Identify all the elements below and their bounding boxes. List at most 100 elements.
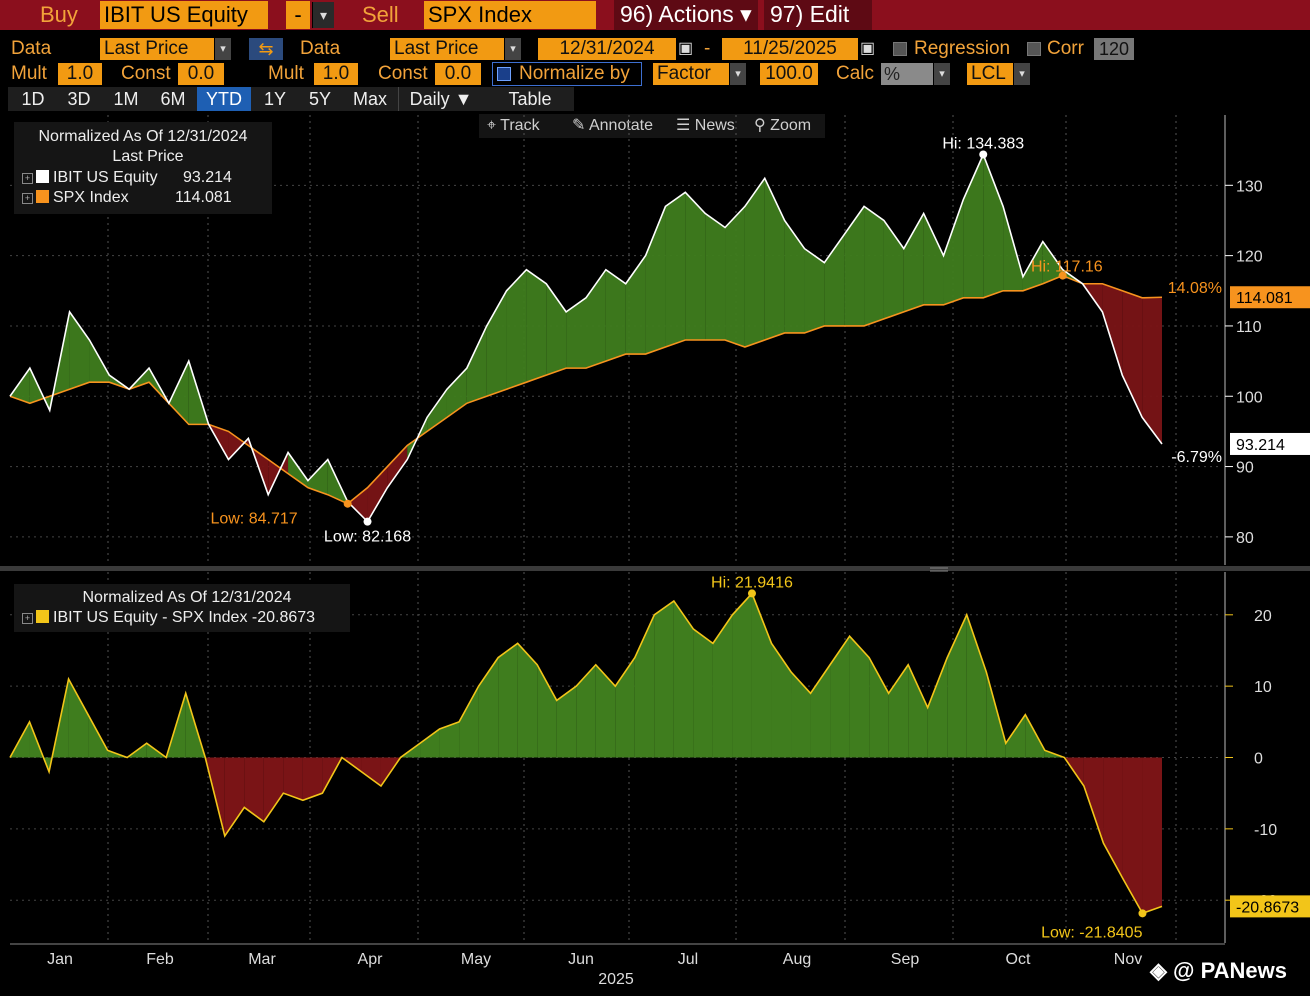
diff-fill — [88, 714, 108, 758]
diff-fill — [459, 686, 479, 758]
spread-fill — [784, 220, 805, 333]
spread-fill — [506, 269, 527, 390]
pencil-icon: ✎ — [572, 117, 589, 134]
buy-ticker-input[interactable]: IBIT US Equity — [100, 1, 268, 29]
ibit-high-dot — [979, 150, 988, 159]
panel-divider — [0, 566, 1310, 571]
track-tool[interactable]: ⌖ Track — [487, 115, 540, 137]
expand-icon[interactable]: + — [22, 193, 33, 204]
top-legend — [14, 122, 272, 214]
spread-fill — [69, 311, 90, 390]
diff-fill — [517, 643, 538, 758]
operator-dropdown-icon[interactable]: ▾ — [312, 2, 334, 28]
annotate-tool[interactable]: ✎ Annotate — [572, 115, 653, 137]
spx-low-dot — [343, 499, 352, 508]
legend-swatch — [36, 610, 49, 623]
sell-ticker-input[interactable]: SPX Index — [424, 1, 596, 29]
actions-menu[interactable]: 96) Actions ▾ — [614, 0, 758, 30]
diff-fill — [420, 728, 440, 758]
ibit-low-label: Low: 82.168 — [324, 529, 411, 546]
spread-fill — [1003, 206, 1023, 291]
spread-fill — [864, 206, 884, 326]
normalize-checkbox[interactable] — [497, 67, 511, 81]
normalize-dropdown-icon[interactable]: ▾ — [730, 63, 746, 85]
spread-fill — [685, 192, 706, 340]
tab-5y[interactable]: 5Y — [308, 89, 332, 109]
legend-row-spread[interactable]: + IBIT US Equity - SPX Index -20.8673 — [22, 609, 315, 627]
spx-high-dot — [1058, 271, 1067, 280]
corr-checkbox[interactable] — [1027, 42, 1041, 56]
start-calendar-icon[interactable]: ▣ — [678, 40, 694, 57]
tab-3d[interactable]: 3D — [67, 89, 91, 109]
mult1-input[interactable]: 1.0 — [58, 63, 102, 85]
diff-fill — [1103, 757, 1123, 879]
currency-select[interactable]: LCL — [967, 63, 1013, 85]
diff-fill — [439, 721, 460, 758]
diff-fill — [751, 593, 772, 758]
diff-high-label: Hi: 21.9416 — [711, 574, 793, 591]
data2-dropdown-icon[interactable]: ▾ — [505, 38, 521, 60]
currency-dropdown-icon[interactable]: ▾ — [1014, 63, 1030, 85]
ibit-pct-label: -6.79% — [1171, 449, 1222, 466]
spread-fill — [387, 445, 408, 488]
normalize-method-select[interactable]: Factor — [653, 63, 729, 85]
data2-select[interactable]: Last Price — [390, 38, 504, 60]
tab-6m[interactable]: 6M — [160, 89, 186, 109]
spx-last-tag: 114.081 — [1236, 290, 1293, 307]
const1-input[interactable]: 0.0 — [178, 63, 224, 85]
calc-select[interactable]: % — [881, 63, 933, 85]
tab-1d[interactable]: 1D — [21, 89, 45, 109]
mult2-input[interactable]: 1.0 — [314, 63, 358, 85]
normalize-toggle[interactable] — [492, 62, 642, 86]
bottom-tick-label: -10 — [1254, 822, 1277, 839]
normalize-value-input[interactable]: 100.0 — [760, 63, 818, 85]
tab-max[interactable]: Max — [352, 89, 387, 109]
spx-low-label: Low: 84.717 — [210, 511, 297, 528]
data2-label: Data — [300, 38, 341, 59]
data1-select[interactable]: Last Price — [100, 38, 214, 60]
spread-fill — [367, 466, 388, 522]
calc-dropdown-icon[interactable]: ▾ — [934, 63, 950, 85]
tab-ytd[interactable]: YTD — [197, 87, 251, 111]
table-button[interactable]: Table — [508, 89, 552, 109]
spread-fill — [725, 206, 745, 348]
end-calendar-icon[interactable]: ▣ — [860, 40, 876, 57]
month-label: Jan — [47, 951, 73, 968]
operator-select[interactable]: - — [286, 1, 310, 29]
expand-icon[interactable]: + — [22, 173, 33, 184]
news-tool[interactable]: ☰ News — [676, 115, 735, 137]
diff-fill — [595, 664, 616, 758]
legend-row-spx[interactable]: + SPX Index — [22, 189, 129, 207]
regression-checkbox[interactable] — [893, 42, 907, 56]
tab-1m[interactable]: 1M — [113, 89, 139, 109]
data1-dropdown-icon[interactable]: ▾ — [215, 38, 231, 60]
data1-label: Data — [11, 38, 52, 59]
start-date-input[interactable]: 12/31/2024 — [538, 38, 676, 60]
year-label: 2025 — [598, 971, 634, 988]
legend-row-ibit[interactable]: + IBIT US Equity — [22, 169, 158, 187]
const2-input[interactable]: 0.0 — [435, 63, 481, 85]
bottom-legend — [14, 584, 350, 632]
corr-window-input[interactable]: 120 — [1094, 38, 1134, 60]
zoom-tool[interactable]: ⚲ Zoom — [754, 115, 811, 137]
diff-fill — [654, 600, 674, 758]
magnifier-icon: ⚲ — [754, 117, 771, 134]
diff-fill — [224, 757, 245, 836]
zoom-label: Zoom — [770, 117, 812, 134]
diff-fill — [302, 757, 323, 801]
spread-fill — [10, 368, 30, 404]
swap-icon[interactable]: ⇆ — [249, 38, 283, 60]
diff-fill — [693, 629, 713, 758]
expand-icon[interactable]: + — [22, 613, 33, 624]
spread-fill — [923, 213, 944, 305]
diff-fill — [537, 664, 557, 758]
diff-fill — [966, 614, 987, 758]
frequency-select[interactable]: Daily ▼ — [398, 87, 483, 111]
spread-fill — [1042, 241, 1063, 284]
spread-fill — [466, 325, 487, 404]
diff-fill — [1005, 714, 1026, 758]
tab-1y[interactable]: 1Y — [263, 89, 287, 109]
month-label: May — [461, 951, 491, 968]
end-date-input[interactable]: 11/25/2025 — [722, 38, 858, 60]
